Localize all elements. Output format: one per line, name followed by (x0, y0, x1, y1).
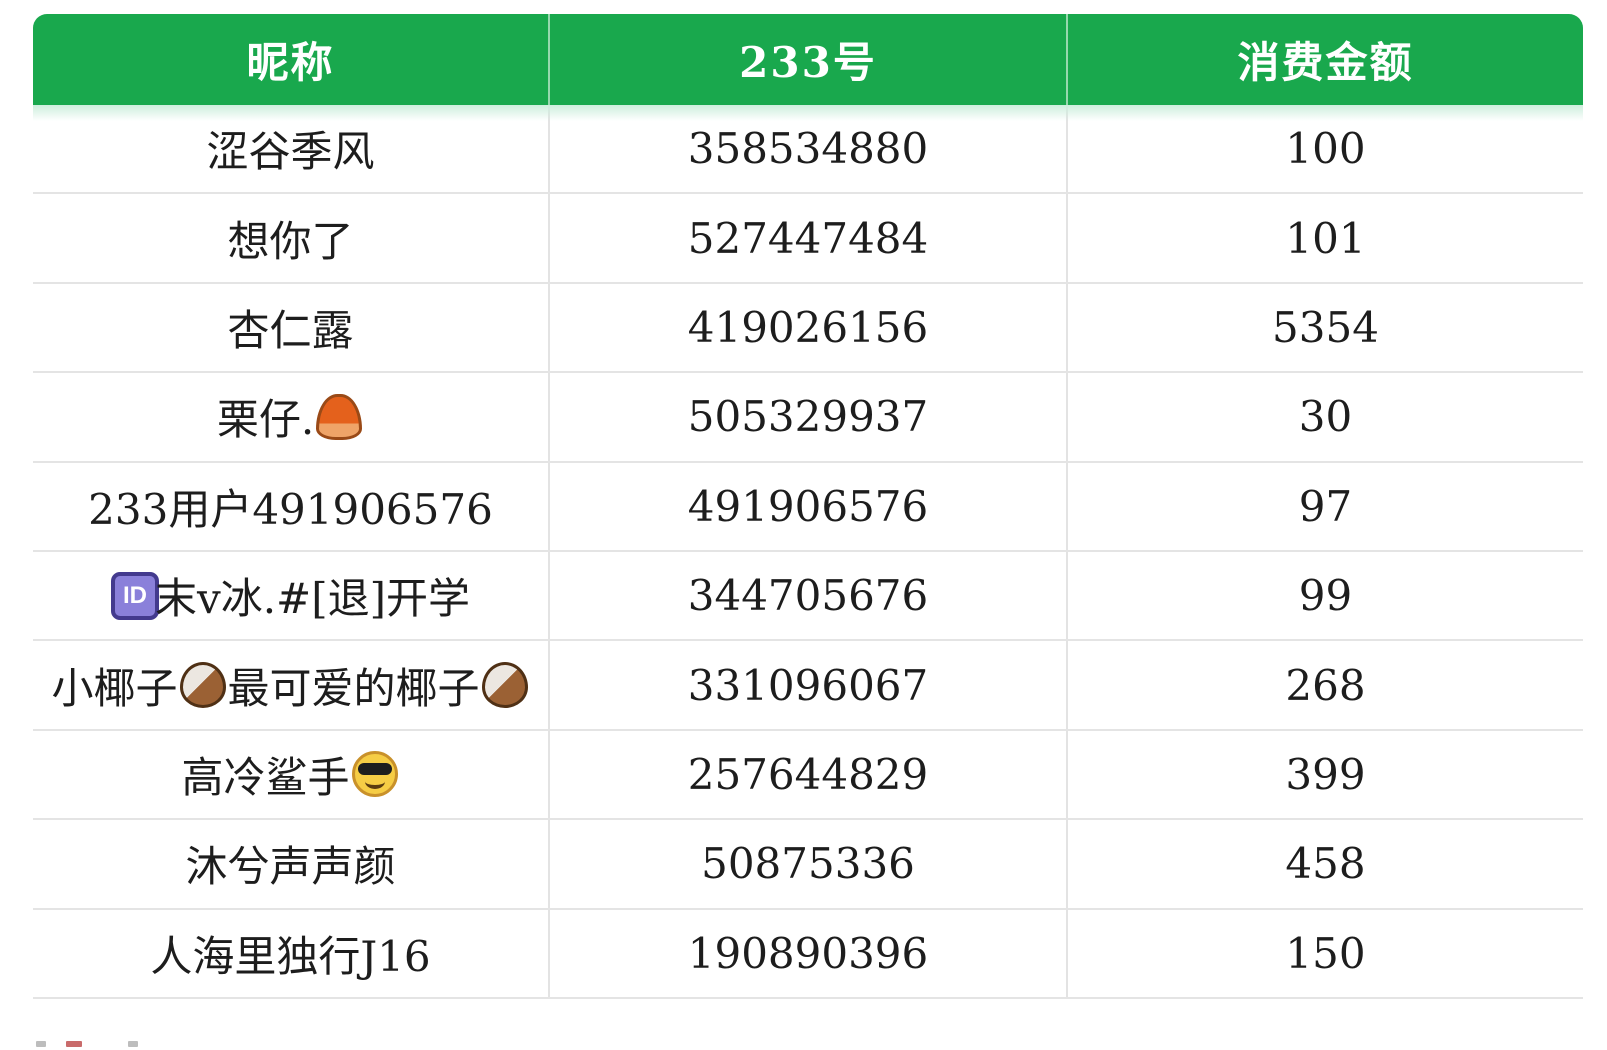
table-row: 想你了 527447484 101 (33, 194, 1583, 284)
amount-cell: 5354 (1066, 283, 1583, 372)
account-cell: 344705676 (548, 551, 1066, 640)
nickname-text: 高冷鲨手 (181, 752, 350, 802)
account-cell: 331096067 (548, 641, 1066, 729)
account-cell: 358534880 (548, 105, 1066, 193)
table-row: 栗仔. 505329937 30 (33, 373, 1583, 463)
clipped-text-fragment (128, 1041, 138, 1047)
nickname-cell: 小椰子 最可爱的椰子 (33, 641, 548, 728)
nickname-text: 沐兮声声颜 (185, 842, 396, 892)
account-cell: 50875336 (548, 820, 1066, 908)
chestnut-emoji (316, 393, 363, 440)
table-header-row: 昵称 233号 消费金额 (33, 14, 1583, 105)
amount-cell: 97 (1066, 462, 1583, 550)
nickname-text: 人海里独行J16 (150, 931, 431, 981)
account-cell: 527447484 (548, 194, 1066, 282)
table-row: 高冷鲨手 257644829 399 (33, 730, 1583, 821)
amount-cell: 100 (1066, 105, 1583, 193)
table-row: 杏仁露 419026156 5354 (33, 283, 1583, 374)
header-nickname: 昵称 (246, 38, 335, 87)
nickname-cell: 人海里独行J16 (33, 910, 548, 997)
table-row: 233用户491906576 491906576 97 (33, 462, 1583, 552)
amount-cell: 268 (1066, 641, 1583, 729)
table-row: ID 末v冰.#[退]开学 344705676 99 (33, 551, 1583, 642)
consumption-table: 昵称 233号 消费金额 涩谷季风 358534880 100 想你了 52744748… (33, 14, 1583, 999)
account-cell: 491906576 (548, 462, 1066, 550)
nickname-text: 233用户491906576 (88, 484, 493, 534)
sunglasses-face-emoji (351, 751, 398, 798)
table-row: 人海里独行J16 190890396 150 (33, 909, 1583, 999)
nickname-text: 小椰子 (51, 663, 178, 713)
nickname-cell: ID 末v冰.#[退]开学 (33, 552, 548, 639)
amount-cell: 101 (1066, 194, 1583, 282)
amount-cell: 30 (1066, 373, 1583, 461)
table-row: 沐兮声声颜 50875336 458 (33, 820, 1583, 910)
nickname-text: 涩谷季风 (206, 127, 375, 177)
nickname-text: 末v冰.#[退]开学 (154, 574, 471, 624)
clipped-bottom-text (36, 1041, 138, 1048)
clipped-text-fragment (66, 1041, 82, 1047)
coconut-emoji (179, 662, 226, 709)
nickname-cell: 涩谷季风 (33, 105, 548, 192)
amount-cell: 150 (1066, 909, 1583, 997)
nickname-cell: 杏仁露 (33, 284, 548, 371)
nickname-text: 栗仔. (216, 395, 315, 445)
nickname-cell: 233用户491906576 (33, 463, 548, 550)
clipped-text-fragment (36, 1041, 46, 1047)
table-row: 小椰子 最可爱的椰子 331096067 268 (33, 641, 1583, 731)
nickname-cell: 沐兮声声颜 (33, 820, 548, 907)
id-badge: ID (110, 571, 159, 620)
amount-cell: 99 (1066, 551, 1583, 640)
table-body: 涩谷季风 358534880 100 想你了 527447484 101 杏仁露 419026… (33, 105, 1583, 999)
nickname-cell: 栗仔. (33, 373, 548, 460)
table-row: 涩谷季风 358534880 100 (33, 105, 1583, 195)
nickname-text: 最可爱的椰子 (227, 663, 480, 713)
header-account: 233号 (548, 14, 1066, 105)
account-cell: 419026156 (548, 283, 1066, 372)
header-amount: 消费金额 (1066, 14, 1583, 105)
account-cell: 505329937 (548, 373, 1066, 461)
nickname-cell: 高冷鲨手 (33, 731, 548, 818)
amount-cell: 399 (1066, 730, 1583, 819)
coconut-emoji (481, 662, 528, 709)
nickname-cell: 想你了 (33, 194, 548, 281)
account-cell: 257644829 (548, 730, 1066, 819)
nickname-text: 想你了 (227, 216, 354, 266)
account-cell: 190890396 (548, 909, 1066, 997)
nickname-text: 杏仁露 (227, 305, 354, 355)
amount-cell: 458 (1066, 820, 1583, 908)
